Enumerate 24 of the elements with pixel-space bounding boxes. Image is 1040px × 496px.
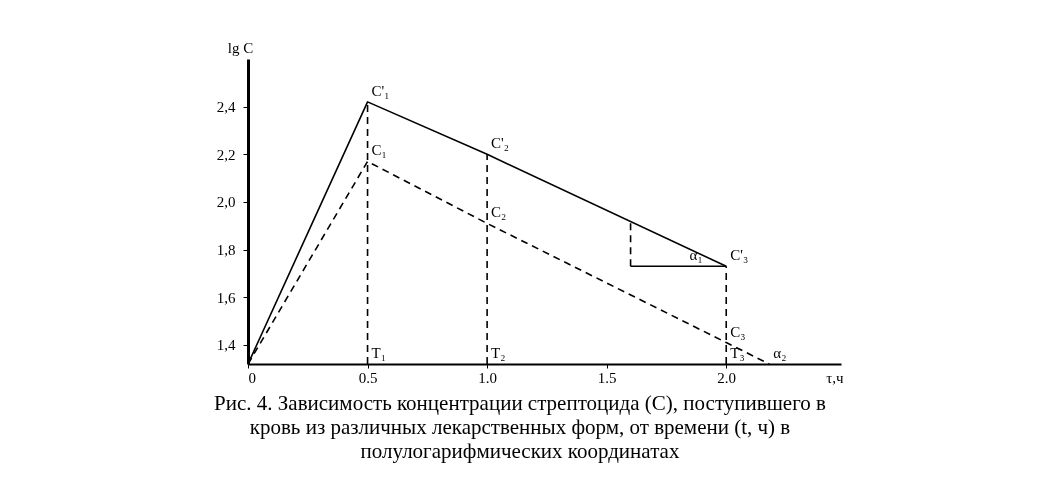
annotation: C'₃: [730, 247, 749, 264]
y-axis-title: lg C: [227, 39, 254, 56]
annotation: C₃: [730, 323, 746, 340]
annotation: α₁: [689, 247, 703, 264]
x-tick-label: 2.0: [717, 369, 737, 386]
x-axis-title: τ,ч: [826, 369, 844, 386]
x-tick-label: 1.0: [478, 369, 497, 386]
x-tick-label: 1.5: [597, 369, 617, 386]
x-tick-label: 0.5: [358, 369, 378, 386]
y-tick-label: 1,6: [216, 289, 236, 306]
annotation: C'₂: [491, 135, 510, 152]
y-tick-label: 1,4: [216, 337, 236, 354]
y-tick-label: 2,2: [216, 146, 236, 163]
annotation: C₂: [491, 204, 507, 221]
y-tick-label: 2,4: [216, 99, 236, 116]
text: Рис. 4. Зависимость концентрации стрептоцида (C), поступившего в кровь из различных лекарственных форм, от времени (t, ч) в полулогарифмических координатах: [213, 391, 827, 463]
y-tick-label: 2,0: [216, 194, 236, 211]
x-tick-label: 0: [248, 369, 256, 386]
annotation: C'₁: [371, 82, 390, 99]
annotation: T₂: [491, 345, 506, 361]
y-tick-label: 1,8: [216, 242, 236, 259]
annotation: T₁: [371, 345, 386, 361]
annotation: C₁: [371, 142, 387, 159]
annotation: α₂: [773, 345, 787, 361]
